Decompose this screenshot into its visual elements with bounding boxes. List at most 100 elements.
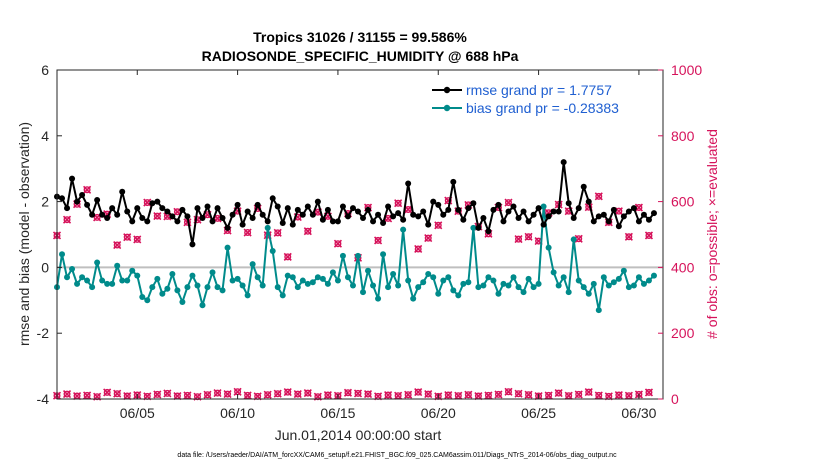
rmse-point [169,213,176,220]
obs-evaluated-point [594,391,603,400]
bias-point [324,280,331,287]
bias-point [445,274,452,281]
bias-point [645,277,652,284]
obs-possible-point [273,228,282,237]
footer-data-file: data file: /Users/raeder/DAI/ATM_forcXX/… [177,452,617,459]
bias-point [490,277,497,284]
bias-point [289,274,296,281]
obs-evaluated-point [464,390,473,399]
rmse-point [144,218,151,225]
bias-point [134,272,141,279]
rmse-point [129,218,136,225]
obs-possible-point-ring [434,221,442,229]
obs-possible-point-ring [153,212,161,220]
rmse-point [244,208,251,215]
obs-evaluated-point [644,388,654,397]
rmse-point [640,211,647,218]
obs-possible-point [373,236,383,245]
bias-point [224,244,231,251]
y-right-tick-label: 800 [671,128,695,144]
obs-evaluated-point [203,390,212,399]
legend-rmse-marker [443,86,451,94]
rmse-point [615,223,622,230]
obs-evaluated-point [243,391,252,400]
bias-point [129,267,136,274]
rmse-point [600,211,607,218]
y-left-tick-label: 4 [41,128,49,144]
bias-point [410,295,417,302]
obs-evaluated-point [554,389,563,398]
obs-evaluated-point [564,391,573,400]
obs-evaluated-point [223,389,232,399]
rmse-point [530,211,537,218]
rmse-point [580,183,587,190]
bias-point [600,274,607,281]
bias-point [274,284,281,291]
obs-possible-point-ring [123,233,131,241]
obs-possible-point [594,192,603,201]
rmse-point [209,218,216,225]
rmse-point [460,216,467,223]
obs-evaluated-point [444,390,453,400]
obs-possible-point-ring [63,216,71,224]
obs-possible-point [303,227,312,236]
rmse-point [269,195,276,202]
obs-evaluated-point-ring [525,391,533,399]
bias-point [585,290,592,297]
bias-point [74,280,81,287]
y-right-tick-label: 600 [671,194,695,210]
bias-point [244,292,251,299]
bias-point [124,277,131,284]
obs-evaluated-point [62,389,72,399]
rmse-point [595,213,602,220]
bias-point [344,274,351,281]
rmse-point [375,211,382,218]
obs-possible-point [504,198,513,207]
bias-point [630,282,637,289]
legend-rmse-label: rmse grand pr = 1.7757 [466,82,612,98]
rmse-point [219,215,226,222]
obs-possible-point [414,244,423,254]
bias-point [565,289,572,296]
bias-point [59,251,66,258]
obs-evaluated-point [213,389,222,398]
rmse-point [575,205,582,212]
bias-point [430,274,437,281]
bias-point [204,284,211,291]
rmse-point [525,218,532,225]
obs-evaluated-point [323,390,332,400]
obs-evaluated-point [504,387,513,396]
obs-evaluated-point [404,390,413,399]
bias-point [194,282,201,289]
obs-evaluated-point-ring [304,389,312,397]
bias-point [284,272,291,279]
obs-possible-point [514,235,523,244]
bias-point [304,280,311,287]
obs-possible-point [624,232,633,241]
bias-point [259,282,266,289]
obs-evaluated-point-ring [244,391,252,399]
obs-evaluated-point [394,391,403,400]
rmse-point [99,211,106,218]
bias-point [99,277,106,284]
obs-evaluated-point-ring [103,388,111,396]
bias-point [460,280,467,287]
obs-evaluated-point [384,390,393,400]
rmse-point [239,221,246,228]
rmse-point [435,201,442,208]
bias-point [279,292,286,299]
rmse-point [264,218,271,225]
rmse-point [415,213,422,220]
bias-point [650,272,657,279]
obs-possible-point-ring [625,233,633,241]
bias-point [294,284,301,291]
rmse-point [410,211,417,218]
obs-evaluated-point [273,389,282,398]
plot-background [57,70,663,399]
obs-possible-point-ring [374,236,382,244]
obs-evaluated-point-ring [113,390,121,398]
bias-point [425,270,432,277]
obs-evaluated-point-ring [203,391,211,399]
rmse-point [349,205,356,212]
obs-possible-point-ring [515,235,523,243]
